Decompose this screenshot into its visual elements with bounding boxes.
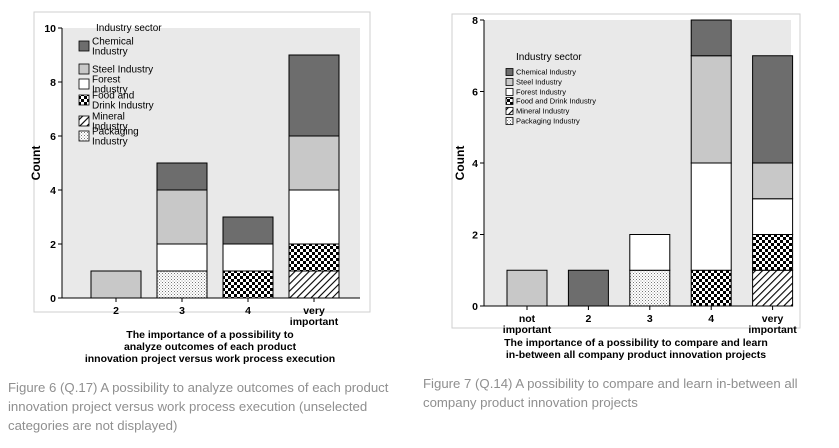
y-tick-label: 10: [44, 23, 56, 35]
x-tick-label: very: [303, 305, 325, 317]
legend-swatch-forest-industry: [78, 78, 90, 90]
bar-segment-forest-industry-3: [629, 234, 671, 271]
legend-title: Industry sector: [96, 23, 162, 34]
bar-segment-chemical-industry-3: [156, 162, 208, 191]
bar-segment-food-and-drink-industry-very-important: [752, 234, 794, 271]
y-tick-label: 0: [472, 301, 478, 313]
y-tick-label: 0: [50, 293, 56, 305]
legend-item-packaging-industry: Packaging Industry: [516, 117, 580, 126]
bar-segment-mineral-industry-very-important: [752, 269, 794, 307]
legend-item-mineral-industry: Mineral Industry: [516, 107, 570, 116]
bar-segment-chemical-industry-2: [567, 269, 609, 307]
legend-item-forest-industry: Forest Industry: [516, 88, 566, 97]
legend-item-forest-industry: Forest Industry: [92, 75, 128, 96]
legend-swatch-packaging-industry: [78, 130, 90, 142]
bar-segment-food-and-drink-industry-4: [222, 270, 274, 299]
legend-item-chemical-industry: Chemical Industry: [516, 68, 576, 77]
y-tick-label: 4: [472, 158, 478, 170]
x-axis-title: analyze outcomes of each product: [124, 341, 297, 353]
legend-title: Industry sector: [516, 52, 582, 63]
bar-segment-packaging-industry-3: [629, 269, 671, 307]
bar-segment-steel-industry-3: [156, 189, 208, 245]
legend-swatch-mineral-industry: [505, 107, 514, 115]
legend-swatch-chemical-industry: [78, 40, 90, 52]
bar-segment-chemical-industry-4: [690, 19, 732, 57]
figure-7-caption: Figure 7 (Q.14) A possibility to compare…: [423, 376, 798, 410]
legend-item-mineral-industry: Mineral Industry: [92, 112, 128, 133]
x-tick-label: not: [519, 313, 536, 325]
legend-swatch-forest-industry: [505, 88, 514, 96]
legend-swatch-packaging-industry: [505, 117, 514, 125]
legend-swatch-food-and-drink-industry: [505, 97, 514, 105]
legend-item-chemical-industry: Chemical Industry: [92, 37, 134, 58]
x-tick-label: very: [762, 313, 784, 325]
x-tick-label: 4: [708, 313, 714, 325]
y-tick-label: 6: [50, 131, 56, 143]
x-tick-label: 2: [585, 313, 591, 325]
legend-swatch-food-and-drink-industry: [78, 94, 90, 106]
bar-segment-forest-industry-very-important: [752, 198, 794, 235]
x-tick-label: important: [290, 316, 339, 328]
x-tick-label: 4: [245, 305, 251, 317]
bar-segment-food-and-drink-industry-4: [690, 269, 732, 307]
x-axis-title: innovation project versus work process e…: [85, 353, 335, 365]
x-tick-label: 3: [647, 313, 653, 325]
y-tick-label: 2: [50, 239, 56, 251]
legend-item-packaging-industry: Packaging Industry: [92, 127, 139, 148]
bar-segment-steel-industry-not-important: [506, 269, 548, 307]
x-axis-title: The importance of a possibility to compa…: [504, 337, 768, 349]
y-tick-label: 8: [472, 15, 478, 27]
legend-item-food-and-drink-industry: Food and Drink Industry: [516, 97, 596, 106]
y-axis-label: Count: [29, 146, 43, 181]
legend-item-steel-industry: Steel Industry: [92, 65, 153, 76]
y-tick-label: 2: [472, 230, 478, 242]
y-tick-label: 4: [50, 185, 56, 197]
x-tick-label: important: [503, 324, 552, 336]
bar-segment-forest-industry-3: [156, 243, 208, 272]
bar-segment-chemical-industry-very-important: [752, 55, 794, 164]
bar-segment-food-and-drink-industry-very-important: [288, 243, 340, 272]
legend-swatch-mineral-industry: [78, 115, 90, 127]
x-tick-label: 3: [179, 305, 185, 317]
legend-swatch-steel-industry: [505, 78, 514, 86]
bar-segment-steel-industry-very-important: [752, 162, 794, 200]
bar-segment-steel-industry-4: [690, 55, 732, 164]
y-axis-label: Count: [453, 146, 467, 181]
legend-item-steel-industry: Steel Industry: [516, 78, 562, 87]
y-tick-label: 8: [50, 77, 56, 89]
bar-segment-chemical-industry-very-important: [288, 54, 340, 137]
x-tick-label: 2: [113, 305, 119, 317]
x-axis-title: The importance of a possibility to: [126, 329, 293, 341]
bar-segment-mineral-industry-very-important: [288, 270, 340, 299]
bar-segment-forest-industry-very-important: [288, 189, 340, 245]
bar-segment-forest-industry-4: [690, 162, 732, 271]
bar-segment-steel-industry-very-important: [288, 135, 340, 191]
bar-segment-steel-industry-2: [90, 270, 142, 299]
bar-segment-chemical-industry-4: [222, 216, 274, 245]
bar-segment-forest-industry-4: [222, 243, 274, 272]
figure-6-caption: Figure 6 (Q.17) A possibility to analyze…: [8, 380, 389, 433]
x-tick-label: important: [748, 324, 797, 336]
legend-swatch-steel-industry: [78, 63, 90, 75]
x-axis-title: in-between all company product innovatio…: [506, 349, 766, 361]
legend-swatch-chemical-industry: [505, 68, 514, 76]
legend-item-food-and-drink-industry: Food and Drink Industry: [92, 91, 154, 112]
bar-segment-packaging-industry-3: [156, 270, 208, 299]
y-tick-label: 6: [472, 87, 478, 99]
